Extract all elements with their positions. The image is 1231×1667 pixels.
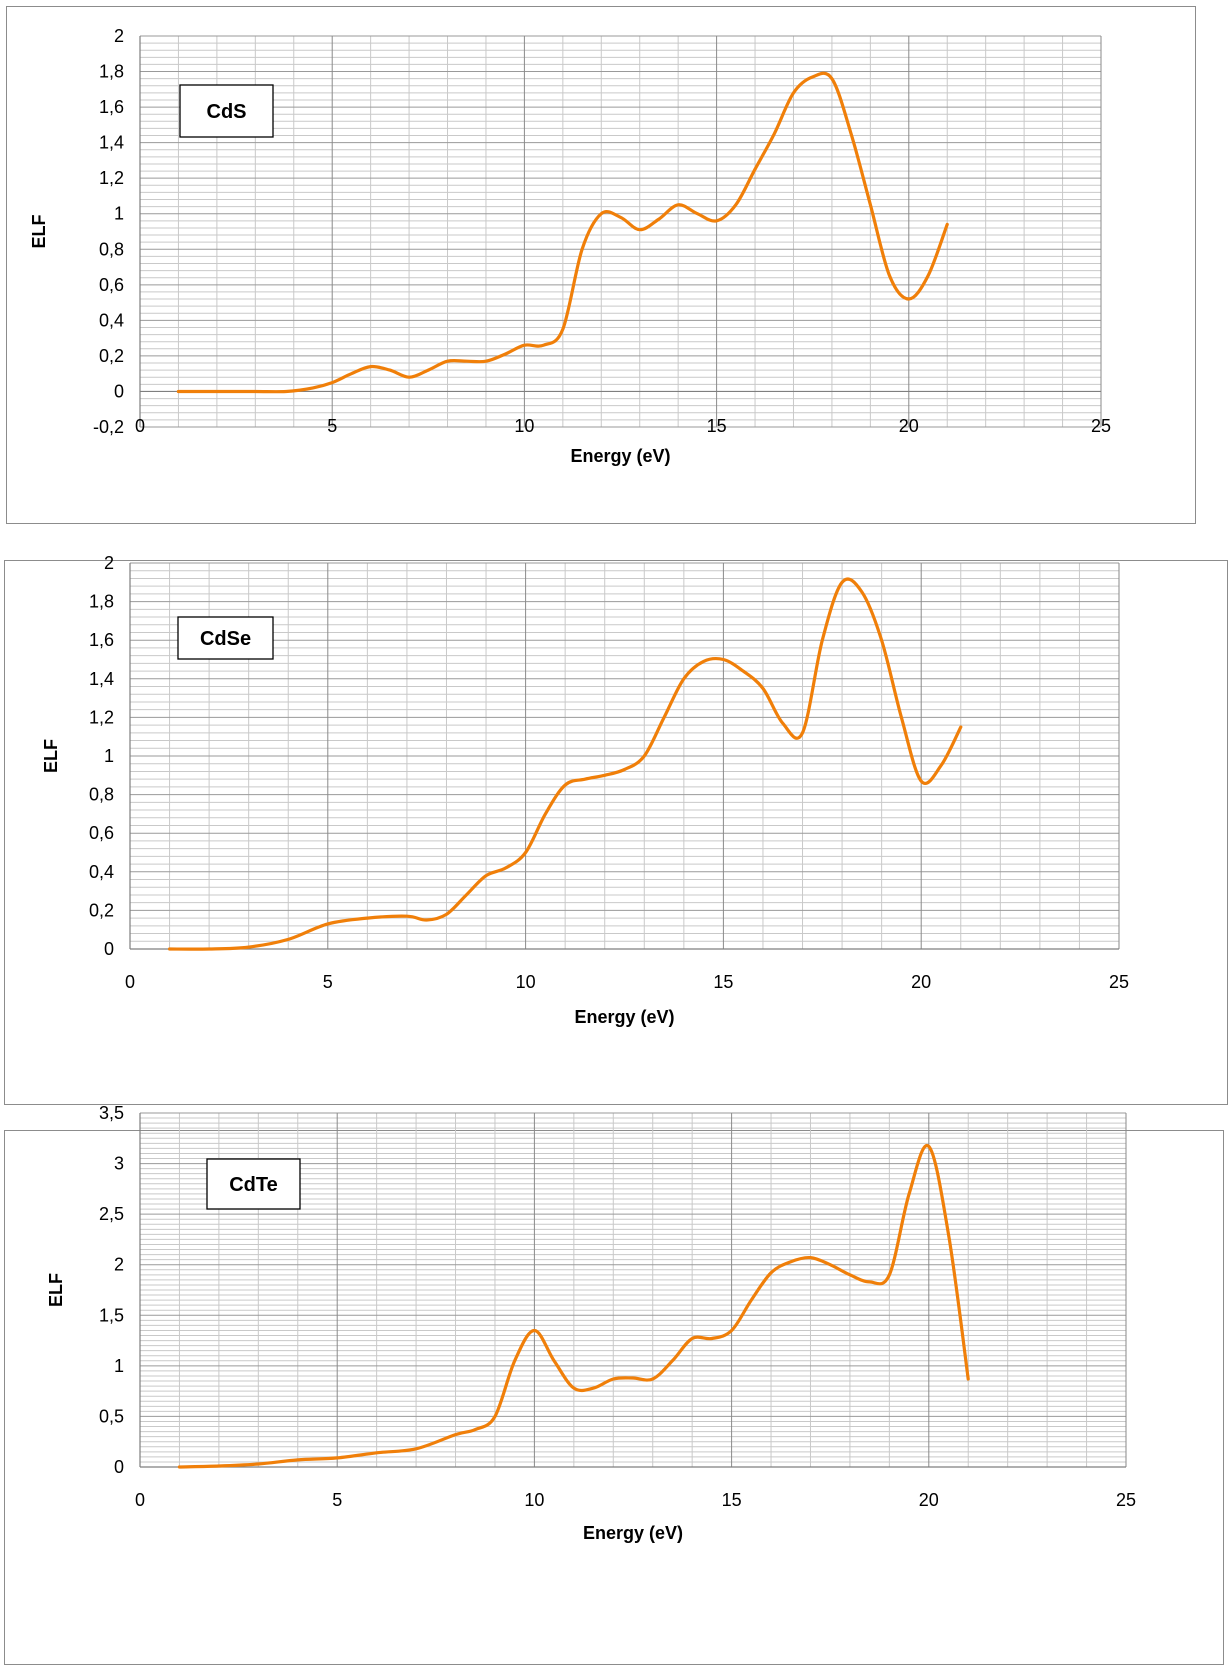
compound-label: CdS <box>207 101 247 123</box>
y-axis-title: ELF <box>29 214 49 248</box>
y-tick-label: 2,5 <box>99 1204 124 1224</box>
x-tick-label: 20 <box>919 1490 939 1510</box>
x-tick-label: 15 <box>713 972 733 992</box>
y-tick-label: 0,4 <box>99 310 124 330</box>
y-tick-label: 1,6 <box>99 97 124 117</box>
series-line-cdte <box>177 1143 970 1469</box>
x-axis-title: Energy (eV) <box>574 1007 674 1027</box>
x-tick-label: 25 <box>1109 972 1129 992</box>
y-tick-label: 0,8 <box>89 785 114 805</box>
x-tick-label: 25 <box>1091 416 1111 436</box>
y-axis-title: ELF <box>46 1273 66 1307</box>
y-tick-label: 1,8 <box>99 62 124 82</box>
y-tick-label: 2 <box>114 1255 124 1275</box>
y-tick-label: 1,5 <box>99 1305 124 1325</box>
x-tick-label: 15 <box>722 1490 742 1510</box>
compound-label: CdTe <box>229 1174 278 1196</box>
y-tick-label: 1,8 <box>89 592 114 612</box>
y-tick-label: 1,6 <box>89 630 114 650</box>
y-tick-label: 1,4 <box>89 669 114 689</box>
x-tick-label: 0 <box>135 1490 145 1510</box>
y-tick-label: 0 <box>104 939 114 959</box>
x-tick-label: 25 <box>1116 1490 1136 1510</box>
x-tick-label: 0 <box>125 972 135 992</box>
y-tick-label: 0,6 <box>89 823 114 843</box>
x-tick-label: 20 <box>911 972 931 992</box>
y-tick-label: 2 <box>114 26 124 46</box>
x-tick-label: 15 <box>707 416 727 436</box>
y-tick-label: 1 <box>114 1356 124 1376</box>
y-tick-label: 0,6 <box>99 275 124 295</box>
y-tick-label: 1,4 <box>99 133 124 153</box>
y-tick-label: 0 <box>114 1457 124 1477</box>
y-tick-label: 0,8 <box>99 239 124 259</box>
y-tick-label: 3,5 <box>99 1103 124 1123</box>
compound-label-box <box>206 1158 301 1210</box>
y-tick-label: 0,5 <box>99 1406 124 1426</box>
y-tick-label: 0,2 <box>99 346 124 366</box>
compound-label-box <box>179 84 274 138</box>
x-tick-label: 5 <box>332 1490 342 1510</box>
y-tick-label: 2 <box>104 553 114 573</box>
x-tick-label: 10 <box>524 1490 544 1510</box>
compound-label: CdSe <box>200 628 251 650</box>
x-tick-label: 0 <box>135 416 145 436</box>
y-tick-label: 0 <box>114 381 124 401</box>
x-tick-label: 10 <box>516 972 536 992</box>
y-tick-label: 1,2 <box>99 168 124 188</box>
x-tick-label: 5 <box>327 416 337 436</box>
series-line-cdse <box>168 577 963 951</box>
x-axis-title: Energy (eV) <box>570 446 670 466</box>
y-tick-label: 0,2 <box>89 900 114 920</box>
chart-cdte: 0 0,5 1 1,5 2 2,5 3 3,5 0 5 10 15 20 25 Energy (eV) ELF… <box>46 1103 1136 1543</box>
y-axis-title: ELF <box>41 739 61 773</box>
x-axis-title: Energy (eV) <box>583 1523 683 1543</box>
x-tick-label: 10 <box>514 416 534 436</box>
y-tick-label: 1,2 <box>89 707 114 727</box>
y-tick-label: 1 <box>104 746 114 766</box>
chart-cdse: 00,20,40,60,811,21,41,61,820 5 10 15 20 25Ene… <box>41 553 1129 1027</box>
chart-cds: -0,200,20,40,60,811,21,41,61,820 5 10 15 20 2… <box>29 26 1111 466</box>
x-tick-label: 20 <box>899 416 919 436</box>
y-tick-label: 1 <box>114 204 124 224</box>
series-line-cds <box>176 71 949 394</box>
y-tick-label: 3 <box>114 1154 124 1174</box>
y-tick-label: -0,2 <box>93 417 124 437</box>
compound-label-box <box>177 616 274 660</box>
y-tick-label: 0,4 <box>89 862 114 882</box>
x-tick-label: 5 <box>323 972 333 992</box>
